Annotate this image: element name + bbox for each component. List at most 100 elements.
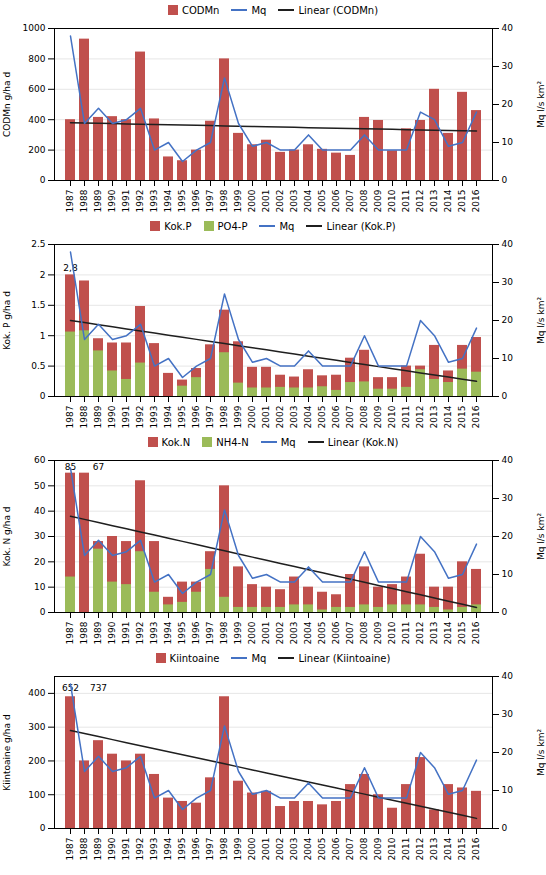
svg-text:30: 30	[502, 61, 514, 71]
svg-text:1992: 1992	[135, 838, 145, 861]
svg-text:2010: 2010	[387, 837, 397, 860]
svg-text:2013: 2013	[429, 406, 439, 429]
svg-text:2013: 2013	[429, 838, 439, 861]
svg-text:0: 0	[40, 607, 46, 617]
svg-text:2000: 2000	[247, 837, 257, 860]
svg-text:2012: 2012	[415, 838, 425, 861]
svg-text:1997: 1997	[205, 190, 215, 213]
svg-text:2014: 2014	[443, 621, 453, 644]
svg-text:1994: 1994	[163, 621, 173, 644]
svg-text:2004: 2004	[303, 621, 313, 644]
svg-text:1: 1	[40, 331, 46, 341]
svg-text:1998: 1998	[219, 189, 229, 212]
svg-text:30: 30	[502, 709, 514, 719]
svg-text:2016: 2016	[471, 189, 481, 212]
svg-text:1987: 1987	[65, 406, 75, 429]
svg-text:2008: 2008	[359, 621, 369, 644]
svg-text:1988: 1988	[79, 405, 89, 428]
svg-text:2007: 2007	[345, 622, 355, 645]
svg-text:2013: 2013	[429, 622, 439, 645]
svg-text:2016: 2016	[471, 837, 481, 860]
svg-text:2: 2	[40, 270, 46, 280]
svg-text:2000: 2000	[247, 621, 257, 644]
svg-text:2014: 2014	[443, 189, 453, 212]
svg-text:2007: 2007	[345, 190, 355, 213]
svg-text:1995: 1995	[177, 190, 187, 213]
svg-text:Mq l/s km²: Mq l/s km²	[536, 297, 546, 344]
svg-text:1994: 1994	[163, 189, 173, 212]
svg-text:1999: 1999	[233, 405, 243, 428]
svg-text:1997: 1997	[205, 838, 215, 861]
svg-text:2013: 2013	[429, 190, 439, 213]
svg-text:1989: 1989	[93, 189, 103, 212]
svg-text:30: 30	[34, 531, 46, 541]
svg-text:2014: 2014	[443, 405, 453, 428]
svg-text:1996: 1996	[191, 837, 201, 860]
svg-text:2011: 2011	[401, 406, 411, 429]
svg-text:2000: 2000	[247, 405, 257, 428]
svg-text:2012: 2012	[415, 622, 425, 645]
svg-text:2006: 2006	[331, 621, 341, 644]
svg-text:2010: 2010	[387, 621, 397, 644]
svg-text:400: 400	[28, 688, 45, 698]
svg-text:Mq l/s km²: Mq l/s km²	[536, 81, 546, 128]
svg-text:200: 200	[28, 145, 45, 155]
svg-text:1987: 1987	[65, 838, 75, 861]
svg-text:0: 0	[40, 823, 46, 833]
svg-text:1995: 1995	[177, 838, 187, 861]
svg-text:400: 400	[28, 115, 45, 125]
svg-text:2000: 2000	[247, 189, 257, 212]
svg-text:2003: 2003	[289, 406, 299, 429]
svg-text:2007: 2007	[345, 838, 355, 861]
svg-text:2003: 2003	[289, 838, 299, 861]
svg-text:1988: 1988	[79, 837, 89, 860]
svg-text:1998: 1998	[219, 405, 229, 428]
svg-text:1997: 1997	[205, 622, 215, 645]
svg-text:2015: 2015	[457, 622, 467, 645]
svg-text:1991: 1991	[121, 622, 131, 645]
svg-text:2009: 2009	[373, 837, 383, 860]
svg-text:1991: 1991	[121, 838, 131, 861]
svg-text:2008: 2008	[359, 189, 369, 212]
svg-text:2006: 2006	[331, 837, 341, 860]
svg-text:CODMn g/ha d: CODMn g/ha d	[2, 72, 12, 137]
svg-text:1993: 1993	[149, 622, 159, 645]
svg-text:1998: 1998	[219, 837, 229, 860]
svg-text:0: 0	[502, 607, 508, 617]
svg-text:1.5: 1.5	[31, 300, 45, 310]
svg-text:2001: 2001	[261, 406, 271, 429]
svg-text:10: 10	[502, 353, 514, 363]
svg-text:2010: 2010	[387, 189, 397, 212]
svg-text:2014: 2014	[443, 837, 453, 860]
svg-text:2,8: 2,8	[63, 263, 78, 273]
svg-text:600: 600	[28, 84, 45, 94]
svg-text:1999: 1999	[233, 837, 243, 860]
svg-text:0: 0	[502, 175, 508, 185]
svg-text:2015: 2015	[457, 838, 467, 861]
svg-text:1993: 1993	[149, 406, 159, 429]
svg-text:2008: 2008	[359, 837, 369, 860]
svg-text:2004: 2004	[303, 405, 313, 428]
svg-text:1988: 1988	[79, 621, 89, 644]
svg-text:20: 20	[502, 747, 514, 757]
svg-text:2015: 2015	[457, 190, 467, 213]
svg-text:1996: 1996	[191, 621, 201, 644]
svg-text:10: 10	[502, 569, 514, 579]
svg-text:1990: 1990	[107, 405, 117, 428]
svg-text:2009: 2009	[373, 621, 383, 644]
svg-text:1990: 1990	[107, 621, 117, 644]
svg-text:1992: 1992	[135, 622, 145, 645]
svg-text:20: 20	[34, 557, 46, 567]
svg-text:2002: 2002	[275, 406, 285, 429]
svg-text:2010: 2010	[387, 405, 397, 428]
svg-text:10: 10	[34, 582, 46, 592]
svg-text:1000: 1000	[23, 23, 46, 33]
svg-text:1989: 1989	[93, 837, 103, 860]
svg-text:2004: 2004	[303, 189, 313, 212]
svg-text:737: 737	[90, 683, 107, 693]
svg-text:2006: 2006	[331, 405, 341, 428]
svg-text:2001: 2001	[261, 190, 271, 213]
svg-text:Kok. N g/ha d: Kok. N g/ha d	[2, 506, 12, 566]
svg-text:Mq l/s km²: Mq l/s km²	[536, 729, 546, 776]
svg-text:2016: 2016	[471, 621, 481, 644]
